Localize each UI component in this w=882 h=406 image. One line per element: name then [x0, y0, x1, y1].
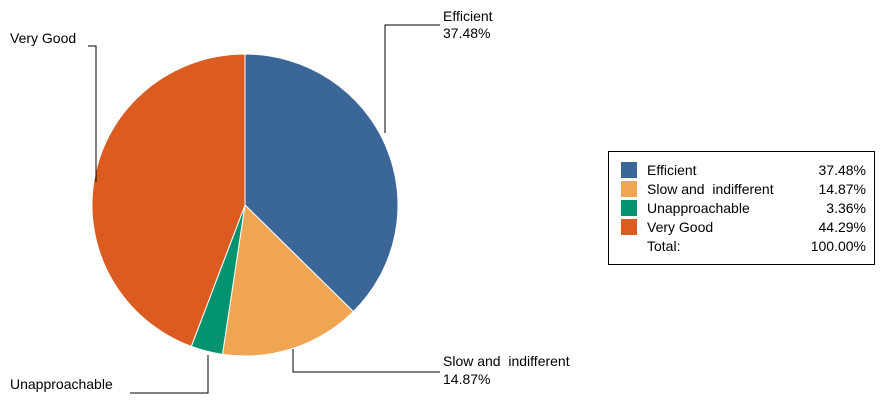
- legend-item-slow-and-indifferent: Slow and indifferent 14.87%: [621, 179, 866, 198]
- slice-value-efficient: 37.48%: [443, 25, 490, 41]
- legend-swatch-blank: [621, 238, 637, 254]
- legend-label: Very Good: [647, 218, 714, 235]
- slice-label-slow-and-indifferent: Slow and indifferent: [443, 353, 570, 369]
- legend-value: 37.48%: [818, 161, 866, 178]
- leader-lines: [88, 24, 440, 394]
- pie-slice-slow-and-indifferent: [221, 203, 355, 357]
- legend-value: 14.87%: [818, 180, 866, 197]
- leader-line-very-good: [88, 45, 97, 182]
- leader-line-efficient: [384, 24, 440, 133]
- legend-value: 44.29%: [818, 218, 866, 235]
- legend-item-unapproachable: Unapproachable 3.36%: [621, 198, 866, 217]
- slice-label-very-good: Very Good: [10, 30, 76, 46]
- leader-line-slow-and-indifferent: [292, 349, 440, 373]
- legend-label: Slow and indifferent: [647, 180, 774, 197]
- pie-slice-very-good: [91, 53, 246, 348]
- pie-slice-efficient: [244, 53, 399, 313]
- legend-label: Unapproachable: [647, 199, 750, 216]
- legend-item-efficient: Efficient 37.48%: [621, 160, 866, 179]
- slice-label-efficient: Efficient: [443, 8, 493, 24]
- legend-swatch-slow-and-indifferent: [621, 180, 637, 197]
- legend-label: Efficient: [647, 161, 697, 178]
- legend-total-row: Total: 100.00%: [621, 236, 866, 255]
- legend: Efficient 37.48% Slow and indifferent 14…: [608, 151, 875, 265]
- legend-swatch-unapproachable: [621, 199, 637, 216]
- leader-line-unapproachable: [130, 355, 209, 394]
- pie-slices: [91, 53, 399, 357]
- legend-swatch-efficient: [621, 161, 637, 178]
- slice-label-unapproachable: Unapproachable: [10, 376, 113, 392]
- legend-swatch-very-good: [621, 218, 637, 235]
- legend-item-very-good: Very Good 44.29%: [621, 217, 866, 236]
- legend-total-label: Total:: [647, 237, 681, 254]
- slice-labels: Efficient 37.48% Slow and indifferent 14…: [10, 8, 570, 392]
- legend-total-value: 100.00%: [810, 237, 866, 254]
- legend-value: 3.36%: [826, 199, 866, 216]
- slice-value-slow-and-indifferent: 14.87%: [443, 371, 490, 387]
